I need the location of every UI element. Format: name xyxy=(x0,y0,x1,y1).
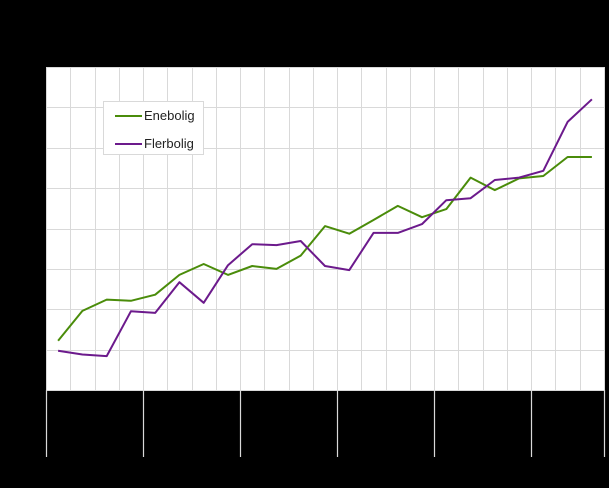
legend-line-icon xyxy=(115,143,142,145)
legend-line-icon xyxy=(115,115,142,117)
series-line-flerbolig xyxy=(57,98,593,358)
x-axis-ticks xyxy=(45,390,606,457)
legend-item-flerbolig: Flerbolig xyxy=(115,136,194,152)
legend-label: Flerbolig xyxy=(144,136,194,151)
legend-label: Enebolig xyxy=(144,108,195,123)
legend-item-enebolig: Enebolig xyxy=(115,108,195,124)
data-series xyxy=(57,98,593,358)
series-line-enebolig xyxy=(57,156,592,342)
chart-legend: Enebolig Flerbolig xyxy=(103,101,204,155)
